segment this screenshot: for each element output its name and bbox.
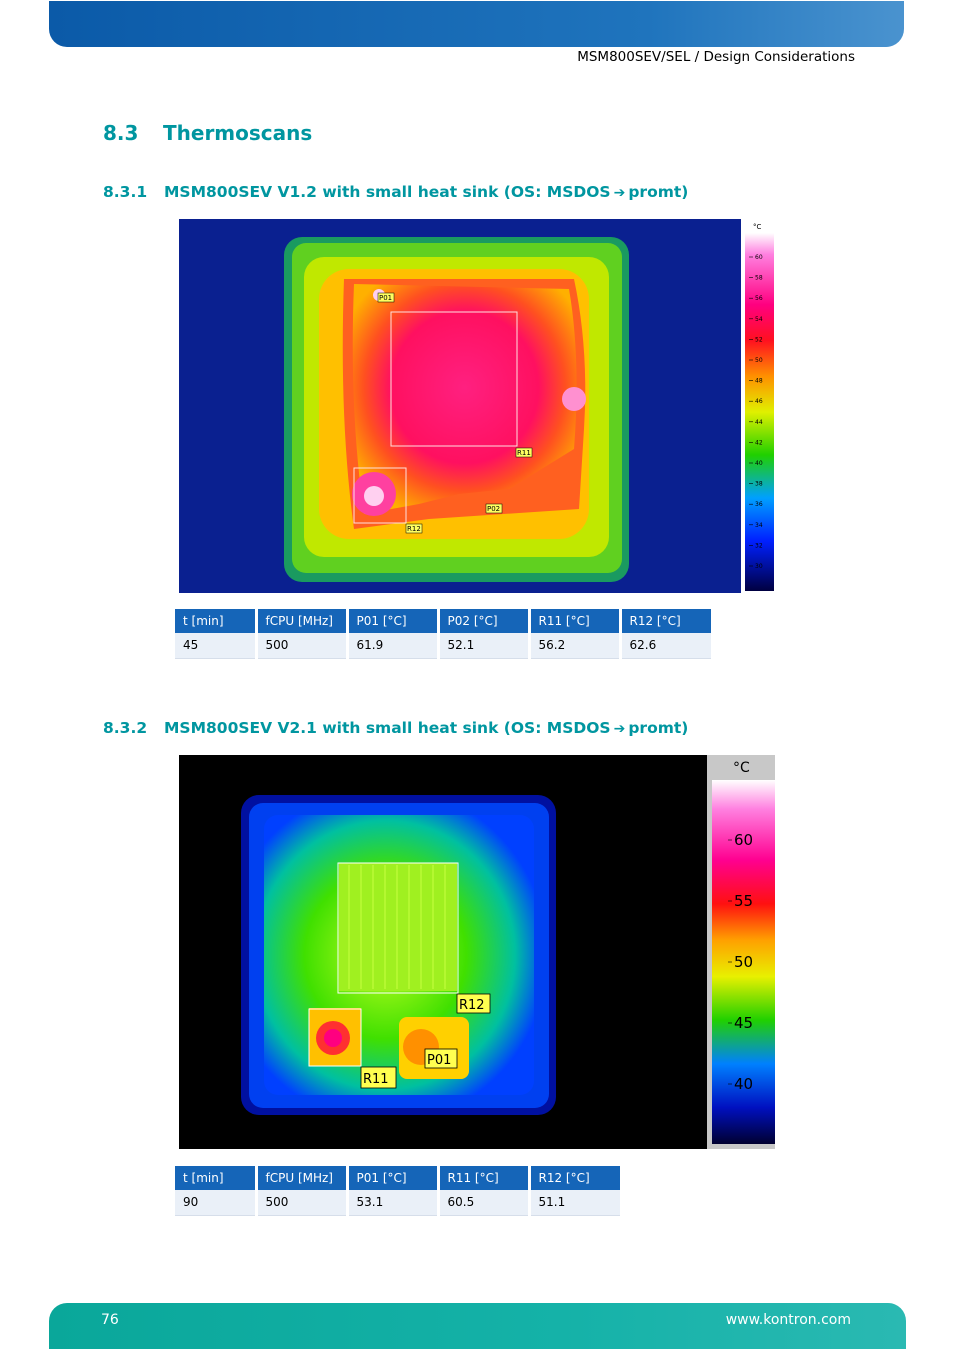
subsection-heading-2: 8.3.2 MSM800SEV V2.1 with small heat sink… bbox=[103, 719, 688, 737]
arrow-right-icon: ➔ bbox=[613, 185, 626, 201]
scale-tick-label: 44 bbox=[755, 419, 763, 426]
thermo2-label-r11: R11 bbox=[363, 1072, 389, 1087]
column-header: R11 [°C] bbox=[436, 1166, 529, 1190]
thermo1-label-r11: R11 bbox=[517, 449, 531, 457]
table-cell: 53.1 bbox=[345, 1190, 438, 1216]
column-header: R12 [°C] bbox=[618, 609, 711, 633]
scale-tick-label: 50 bbox=[734, 953, 753, 971]
scale-tick-label: 52 bbox=[755, 336, 763, 343]
scale-tick-label: 40 bbox=[755, 460, 763, 467]
scale-tick-label: 58 bbox=[755, 275, 763, 282]
table-row: 90 500 53.1 60.5 51.1 bbox=[175, 1190, 620, 1216]
scale-tick-label: 36 bbox=[755, 501, 763, 508]
scale-tick-label: 60 bbox=[755, 254, 763, 261]
column-header: P01 [°C] bbox=[345, 609, 438, 633]
scale-tick-label: 45 bbox=[734, 1014, 753, 1032]
thermoscan-image-1: P01 P02 R11 R12 °C 60 58 56 54 52 50 48 46 44 42 4… bbox=[179, 219, 775, 593]
scale-tick-label: 48 bbox=[755, 378, 763, 385]
table-cell: 52.1 bbox=[436, 633, 529, 659]
table-cell: 500 bbox=[254, 1190, 347, 1216]
scale-tick-label: 34 bbox=[755, 522, 763, 529]
scale-tick-label: 30 bbox=[755, 563, 763, 570]
section-heading: 8.3 Thermoscans bbox=[103, 121, 312, 145]
thermo1-label-p02: P02 bbox=[487, 505, 500, 513]
website-link[interactable]: www.kontron.com bbox=[725, 1312, 851, 1328]
subsection-title-part-a: MSM800SEV V1.2 with small heat sink (OS:… bbox=[164, 183, 611, 201]
footer-bar: 76 www.kontron.com bbox=[49, 1303, 906, 1349]
column-header: fCPU [MHz] bbox=[254, 1166, 347, 1190]
table-cell: 61.9 bbox=[345, 633, 438, 659]
subsection-title-part-b: promt) bbox=[628, 719, 689, 737]
section-number: 8.3 bbox=[103, 121, 139, 145]
thermo1-scale-unit: °C bbox=[753, 223, 762, 231]
table-cell: 56.2 bbox=[527, 633, 620, 659]
thermo1-table: t [min] fCPU [MHz] P01 [°C] P02 [°C] R11 [°C… bbox=[175, 609, 711, 659]
thermoscan-image-2: R12 P01 R11 °C 60 55 50 45 40 bbox=[179, 755, 775, 1149]
scale-tick-label: 38 bbox=[755, 481, 763, 488]
subsection-number: 8.3.1 bbox=[103, 183, 148, 201]
table-cell: 90 bbox=[175, 1190, 256, 1216]
thermo2-label-p01: P01 bbox=[427, 1053, 451, 1068]
document-title: MSM800SEV/SEL / Design Considerations bbox=[577, 49, 855, 65]
thermo2-label-r12: R12 bbox=[459, 998, 485, 1013]
column-header: P02 [°C] bbox=[436, 609, 529, 633]
scale-tick-label: 60 bbox=[734, 831, 753, 849]
subsection-title-part-b: promt) bbox=[628, 183, 689, 201]
scale-tick-label: 54 bbox=[755, 316, 763, 323]
table-row: 45 500 61.9 52.1 56.2 62.6 bbox=[175, 633, 711, 659]
table-cell: 51.1 bbox=[527, 1190, 620, 1216]
column-header: fCPU [MHz] bbox=[254, 609, 347, 633]
thermo1-label-p01: P01 bbox=[379, 294, 392, 302]
arrow-right-icon: ➔ bbox=[613, 721, 626, 737]
scale-tick-label: 56 bbox=[755, 295, 763, 302]
scale-tick-label: 40 bbox=[734, 1075, 753, 1093]
thermo2-table: t [min] fCPU [MHz] P01 [°C] R11 [°C] R12 [°C… bbox=[175, 1166, 620, 1216]
scale-tick-label: 32 bbox=[755, 542, 763, 549]
section-title: Thermoscans bbox=[163, 121, 313, 145]
thermo1-color-scale bbox=[745, 233, 774, 591]
scale-tick-label: 55 bbox=[734, 892, 753, 910]
column-header: P01 [°C] bbox=[345, 1166, 438, 1190]
page-number: 76 bbox=[101, 1312, 119, 1328]
header-bar bbox=[49, 1, 904, 47]
scale-tick-label: 46 bbox=[755, 398, 763, 405]
column-header: t [min] bbox=[175, 1166, 256, 1190]
thermo2-scale-unit: °C bbox=[733, 760, 750, 776]
subsection-heading-1: 8.3.1 MSM800SEV V1.2 with small heat sink… bbox=[103, 183, 688, 201]
thermo2-color-scale bbox=[712, 780, 775, 1144]
thermo1-label-r12: R12 bbox=[407, 525, 421, 533]
subsection-title-part-a: MSM800SEV V2.1 with small heat sink (OS:… bbox=[164, 719, 611, 737]
column-header: R11 [°C] bbox=[527, 609, 620, 633]
scale-tick-label: 42 bbox=[755, 439, 763, 446]
table-cell: 500 bbox=[254, 633, 347, 659]
table-cell: 45 bbox=[175, 633, 256, 659]
scale-tick-label: 50 bbox=[755, 357, 763, 364]
subsection-number: 8.3.2 bbox=[103, 719, 148, 737]
table-cell: 60.5 bbox=[436, 1190, 529, 1216]
column-header: R12 [°C] bbox=[527, 1166, 620, 1190]
table-cell: 62.6 bbox=[618, 633, 711, 659]
column-header: t [min] bbox=[175, 609, 256, 633]
